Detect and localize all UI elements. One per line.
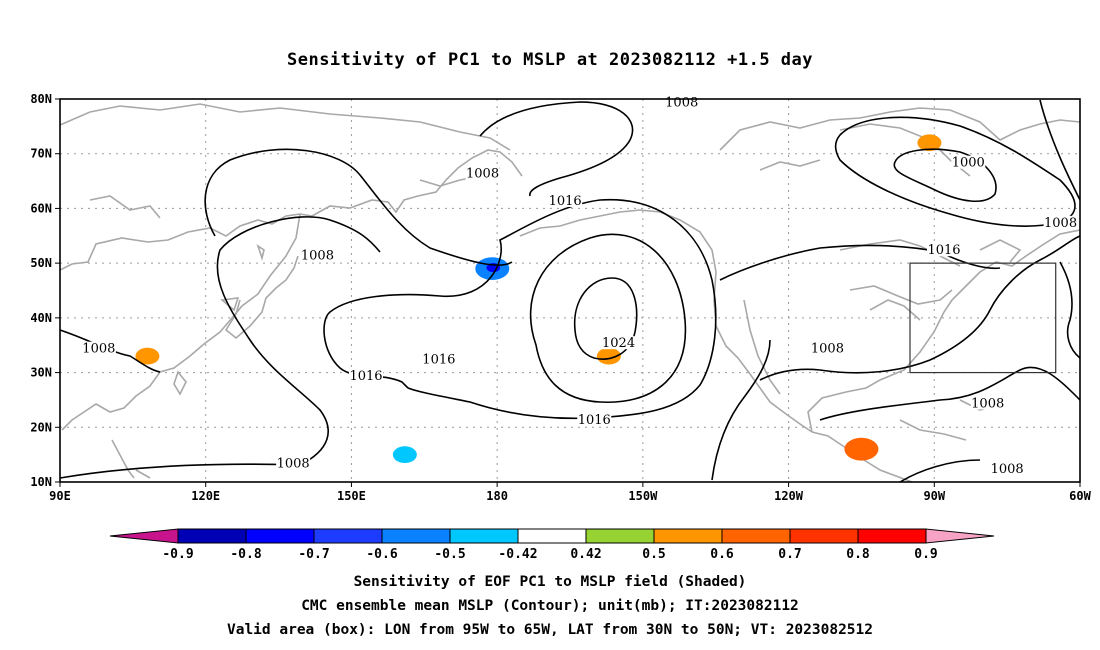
contour-label-bg xyxy=(810,341,845,355)
sensitivity-core xyxy=(855,443,870,453)
colorbar-label: 0.5 xyxy=(642,547,665,562)
colorbar-label: -0.42 xyxy=(498,547,537,562)
contour-label-bg xyxy=(601,336,636,350)
x-tick-label: 90E xyxy=(49,489,71,503)
y-axis-ticks: 80N 70N 60N 50N 40N 30N 20N 10N xyxy=(30,92,60,489)
contour-label: 1008 xyxy=(277,457,310,472)
y-tick-label: 10N xyxy=(30,475,52,489)
colorbar-segment xyxy=(517,528,587,544)
x-tick-label: 180 xyxy=(486,489,508,503)
contour-label: 1008 xyxy=(665,95,698,110)
x-axis-ticks: 90E 120E 150E 180 150W 120W 90W 60W xyxy=(49,482,1092,503)
contour-label-bg xyxy=(1043,215,1078,229)
contour-label: 1016 xyxy=(422,353,455,368)
sensitivity-region xyxy=(917,134,942,152)
colorbar-segment xyxy=(245,528,315,544)
x-tick-label: 120W xyxy=(774,489,804,503)
contour-label-bg xyxy=(465,166,500,180)
colorbar-label: 0.9 xyxy=(914,547,937,562)
x-tick-label: 90W xyxy=(923,489,945,503)
colorbar-segment xyxy=(721,528,791,544)
contour-label: 1008 xyxy=(82,342,115,357)
contour-label: 1008 xyxy=(1044,216,1077,231)
y-tick-label: 30N xyxy=(30,366,52,380)
contour-label-bg xyxy=(300,248,335,262)
x-tick-label: 150E xyxy=(337,489,366,503)
y-tick-label: 70N xyxy=(30,147,52,161)
contour-label-bg xyxy=(990,462,1025,476)
y-tick-label: 20N xyxy=(30,420,52,434)
sensitivity-shading xyxy=(135,134,942,464)
colorbar-segment xyxy=(313,528,383,544)
contour-label-bg xyxy=(548,193,583,207)
contour-label: 1016 xyxy=(349,369,382,384)
colorbar-label: -0.7 xyxy=(298,547,329,562)
colorbar-segment xyxy=(789,528,859,544)
colorbar-label: -0.9 xyxy=(162,547,193,562)
y-tick-label: 50N xyxy=(30,256,52,270)
caption-line-3: Valid area (box): LON from 95W to 65W, L… xyxy=(226,622,873,638)
colorbar-label: -0.5 xyxy=(434,547,465,562)
chart-title: Sensitivity of PC1 to MSLP at 2023082112… xyxy=(286,50,813,70)
colorbar-label: -0.8 xyxy=(230,547,261,562)
contour-label: 1008 xyxy=(811,342,844,357)
y-tick-label: 40N xyxy=(30,311,52,325)
contour-label-bg xyxy=(927,243,961,257)
contour-label-bg xyxy=(951,155,986,169)
contour-label: 1000 xyxy=(952,156,985,171)
contour-label: 1008 xyxy=(991,462,1024,477)
caption-line-1: Sensitivity of EOF PC1 to MSLP field (Sh… xyxy=(353,574,747,590)
sensitivity-region xyxy=(392,446,417,464)
contour-label: 1008 xyxy=(466,167,499,182)
contour-labels: 1008 1008 1000 1008 1016 1016 1008 1008 1016 1016… xyxy=(81,95,1078,477)
colorbar-segment xyxy=(449,528,519,544)
sensitivity-region xyxy=(596,347,621,365)
caption-line-2: CMC ensemble mean MSLP (Contour); unit(m… xyxy=(301,598,799,614)
mslp-contours xyxy=(60,99,1080,482)
contour-label: 1016 xyxy=(927,243,960,258)
colorbar-label: 0.8 xyxy=(846,547,870,562)
y-tick-label: 60N xyxy=(30,201,52,215)
contour-label-bg xyxy=(577,412,612,426)
y-tick-label: 80N xyxy=(30,92,52,106)
contour-label-bg xyxy=(970,396,1005,410)
x-tick-label: 120E xyxy=(191,489,220,503)
contour-label: 1016 xyxy=(549,194,582,209)
colorbar-label: -0.6 xyxy=(366,547,397,562)
colorbar-segment xyxy=(381,528,451,544)
coastlines xyxy=(60,103,1080,482)
contour-label-bg xyxy=(421,352,456,366)
contour-label-bg xyxy=(81,341,116,355)
colorbar-segment xyxy=(857,528,927,544)
colorbar-low-arrow xyxy=(109,528,179,544)
colorbar-segment xyxy=(585,528,655,544)
colorbar-high-arrow xyxy=(925,528,995,544)
contour-label-bg xyxy=(349,369,383,383)
colorbar-segment xyxy=(177,528,247,544)
contour-label: 1016 xyxy=(578,413,611,428)
colorbar-label: 0.42 xyxy=(570,547,601,562)
colorbar-label: 0.7 xyxy=(778,547,801,562)
contour-label: 1024 xyxy=(602,336,635,351)
colorbar-label: 0.6 xyxy=(710,547,734,562)
grid-lines xyxy=(60,99,1081,482)
colorbar: -0.9 -0.8 -0.7 -0.6 -0.5 -0.42 0.42 0.5 0.6 0.7 0.… xyxy=(109,528,995,562)
contour-label: 1008 xyxy=(971,396,1004,411)
valid-area-box xyxy=(909,262,1057,374)
contour-label: 1008 xyxy=(301,249,334,264)
x-tick-label: 60W xyxy=(1069,489,1091,503)
plot-frame xyxy=(59,98,1081,483)
contour-label-bg xyxy=(276,456,311,470)
sensitivity-region xyxy=(135,347,160,365)
x-tick-label: 150W xyxy=(628,489,658,503)
colorbar-segment xyxy=(653,528,723,544)
